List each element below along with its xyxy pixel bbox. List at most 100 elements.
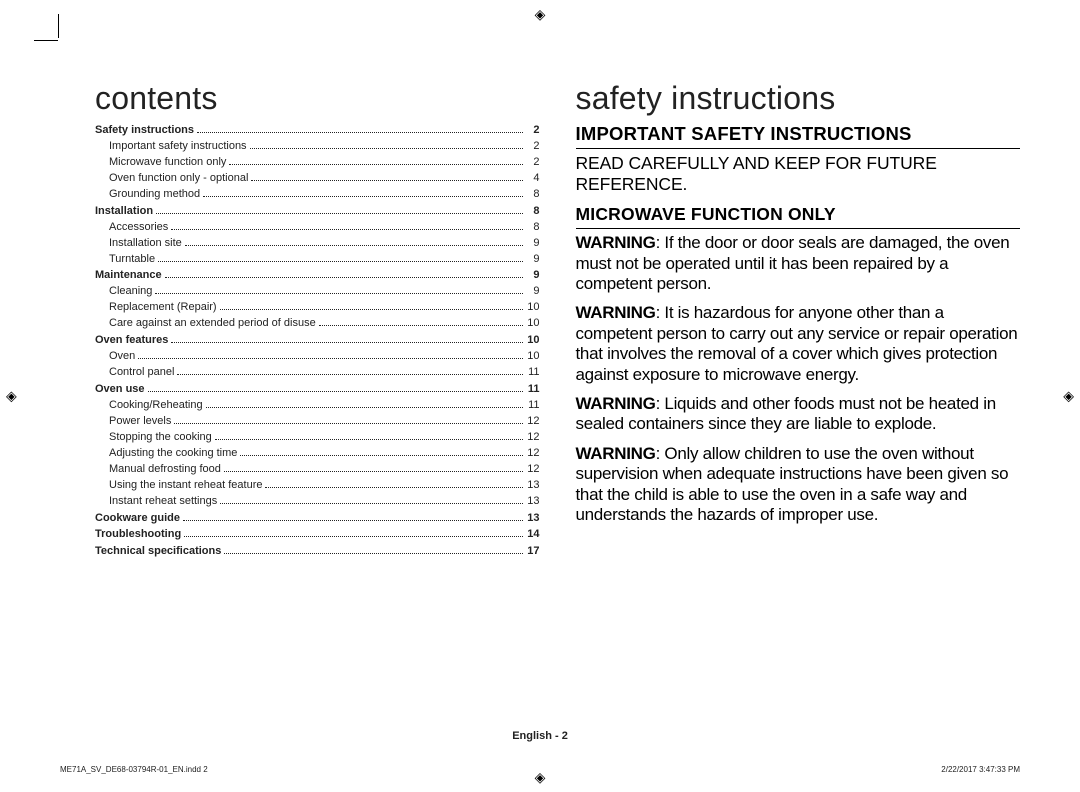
warning-paragraph: WARNING: Only allow children to use the … (576, 444, 1021, 526)
toc-label: Care against an extended period of disus… (109, 316, 316, 332)
toc-leader-dots (158, 261, 522, 262)
footer-filename: ME71A_SV_DE68-03794R-01_EN.indd 2 (60, 765, 208, 774)
toc-page: 8 (526, 204, 540, 220)
toc-leader-dots (215, 439, 523, 440)
toc-page: 11 (526, 365, 540, 381)
toc-label: Installation site (109, 236, 182, 252)
warning-label: WARNING (576, 233, 656, 252)
toc-page: 10 (526, 316, 540, 332)
registration-mark: ◈ (1063, 388, 1074, 405)
toc-leader-dots (174, 423, 522, 424)
toc-page: 11 (526, 382, 540, 398)
toc-item: Installation site 9 (95, 236, 540, 252)
toc-item: Control panel 11 (95, 365, 540, 381)
toc-page: 8 (526, 220, 540, 236)
toc-label: Control panel (109, 365, 174, 381)
toc-label: Power levels (109, 414, 171, 430)
toc-item: Cleaning 9 (95, 284, 540, 300)
crop-mark (34, 40, 58, 41)
toc-leader-dots (183, 520, 523, 521)
toc-item: Important safety instructions2 (95, 139, 540, 155)
toc-page: 2 (526, 123, 540, 139)
toc-section: Maintenance 9 (95, 268, 540, 284)
toc-label: Oven features (95, 333, 168, 349)
toc-page: 13 (526, 478, 540, 494)
toc-label: Grounding method (109, 187, 200, 203)
toc-page: 10 (526, 300, 540, 316)
toc-page: 12 (526, 430, 540, 446)
toc-section: Oven use 11 (95, 382, 540, 398)
warning-label: WARNING (576, 394, 656, 413)
toc-item: Cooking/Reheating11 (95, 398, 540, 414)
toc-label: Microwave function only (109, 155, 226, 171)
toc-leader-dots (265, 487, 522, 488)
toc-leader-dots (184, 536, 522, 537)
toc-page: 13 (526, 511, 540, 527)
toc-leader-dots (197, 132, 522, 133)
warning-paragraphs: WARNING: If the door or door seals are d… (576, 233, 1021, 525)
toc-label: Oven function only - optional (109, 171, 248, 187)
toc-item: Stopping the cooking 12 (95, 430, 540, 446)
toc-label: Accessories (109, 220, 168, 236)
toc-page: 8 (526, 187, 540, 203)
toc-leader-dots (148, 391, 523, 392)
toc-item: Oven 10 (95, 349, 540, 365)
toc-item: Microwave function only 2 (95, 155, 540, 171)
toc-label: Maintenance (95, 268, 162, 284)
crop-mark (58, 14, 59, 38)
registration-mark: ◈ (6, 388, 17, 405)
toc-page: 10 (526, 349, 540, 365)
toc-item: Turntable 9 (95, 252, 540, 268)
toc-leader-dots (220, 309, 523, 310)
toc-leader-dots (206, 407, 523, 408)
toc-label: Oven use (95, 382, 145, 398)
registration-mark: ◈ (535, 769, 546, 786)
toc-page: 9 (526, 268, 540, 284)
contents-column: contents Safety instructions2Important s… (95, 80, 540, 560)
toc-leader-dots (165, 277, 523, 278)
toc-leader-dots (250, 148, 523, 149)
toc-section: Technical specifications 17 (95, 544, 540, 560)
toc-label: Oven (109, 349, 135, 365)
toc-item: Power levels 12 (95, 414, 540, 430)
toc-page: 9 (526, 252, 540, 268)
registration-mark: ◈ (535, 6, 546, 23)
toc-item: Replacement (Repair) 10 (95, 300, 540, 316)
toc-section: Troubleshooting 14 (95, 527, 540, 543)
toc-page: 12 (526, 414, 540, 430)
toc-section: Oven features 10 (95, 333, 540, 349)
toc-label: Instant reheat settings (109, 494, 217, 510)
toc-page: 14 (526, 527, 540, 543)
toc-page: 9 (526, 284, 540, 300)
footer-timestamp: 2/22/2017 3:47:33 PM (941, 765, 1020, 774)
toc-label: Troubleshooting (95, 527, 181, 543)
toc-leader-dots (155, 293, 522, 294)
important-safety-heading: IMPORTANT SAFETY INSTRUCTIONS (576, 123, 1021, 149)
toc-item: Oven function only - optional4 (95, 171, 540, 187)
toc-item: Care against an extended period of disus… (95, 316, 540, 332)
toc-page: 9 (526, 236, 540, 252)
toc-leader-dots (203, 196, 522, 197)
toc-item: Adjusting the cooking time12 (95, 446, 540, 462)
toc-label: Adjusting the cooking time (109, 446, 237, 462)
toc-label: Installation (95, 204, 153, 220)
toc-label: Technical specifications (95, 544, 221, 560)
toc-page: 10 (526, 333, 540, 349)
toc-label: Stopping the cooking (109, 430, 212, 446)
warning-paragraph: WARNING: Liquids and other foods must no… (576, 394, 1021, 435)
warning-paragraph: WARNING: It is hazardous for anyone othe… (576, 303, 1021, 385)
toc-item: Accessories 8 (95, 220, 540, 236)
toc-item: Manual defrosting food12 (95, 462, 540, 478)
toc-label: Turntable (109, 252, 155, 268)
toc-label: Cleaning (109, 284, 152, 300)
table-of-contents: Safety instructions2Important safety ins… (95, 123, 540, 560)
toc-page: 17 (526, 544, 540, 560)
toc-label: Replacement (Repair) (109, 300, 217, 316)
toc-label: Cookware guide (95, 511, 180, 527)
toc-leader-dots (229, 164, 522, 165)
safety-title: safety instructions (576, 80, 1021, 117)
warning-label: WARNING (576, 444, 656, 463)
toc-page: 2 (526, 155, 540, 171)
page-columns: contents Safety instructions2Important s… (95, 80, 1020, 560)
toc-leader-dots (224, 471, 523, 472)
